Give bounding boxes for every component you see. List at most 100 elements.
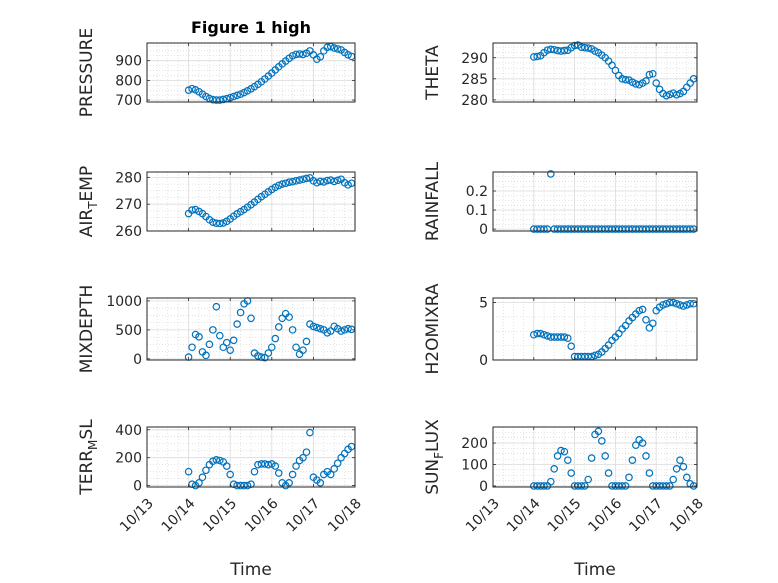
- data-point: [288, 470, 297, 479]
- data-point: [621, 482, 630, 490]
- data-point: [638, 439, 647, 447]
- data-point: [580, 482, 589, 490]
- data-point: [222, 462, 231, 470]
- data-point: [233, 320, 241, 328]
- data-point: [611, 66, 620, 75]
- data-point: [550, 45, 559, 54]
- y-tick-label: 0: [133, 352, 142, 368]
- y-tick-label: 270: [115, 197, 142, 213]
- y-tick-label: 400: [115, 423, 142, 439]
- data-point: [202, 351, 210, 360]
- data-point: [226, 346, 235, 354]
- data-point: [299, 50, 307, 59]
- data-point: [584, 44, 593, 52]
- data-point: [635, 306, 644, 315]
- y-axis-label: PRESSURE: [77, 28, 97, 117]
- data-point: [271, 334, 280, 343]
- axes-box: [146, 42, 356, 103]
- data-point: [306, 428, 314, 437]
- data-point: [686, 299, 695, 308]
- data-point: [195, 479, 203, 487]
- y-tick-label: 280: [461, 93, 488, 109]
- data-point: [212, 455, 221, 464]
- y-tick-label: 800: [115, 73, 142, 89]
- data-point: [243, 481, 252, 490]
- data-point: [285, 479, 293, 487]
- axes-box: [492, 297, 698, 361]
- data-point: [669, 475, 678, 484]
- data-point: [302, 174, 311, 183]
- data-point: [330, 177, 339, 186]
- y-tick-label: 900: [115, 54, 142, 70]
- data-point: [686, 225, 695, 233]
- data-point: [546, 477, 555, 486]
- data-point: [563, 334, 572, 342]
- data-point: [597, 437, 606, 445]
- data-point: [645, 70, 654, 79]
- y-tick-label: 0: [479, 222, 488, 238]
- data-point: [652, 79, 661, 87]
- data-point: [267, 343, 276, 352]
- data-point: [676, 456, 684, 465]
- data-point: [533, 52, 542, 61]
- x-tick-label: 10/17: [626, 496, 666, 536]
- data-point: [309, 322, 318, 331]
- data-point: [302, 448, 311, 456]
- data-point: [550, 464, 559, 473]
- data-point: [326, 470, 335, 479]
- data-point: [546, 45, 555, 54]
- data-point: [567, 469, 576, 477]
- data-point: [540, 225, 548, 233]
- data-point: [254, 460, 262, 469]
- x-tick-label: 10/14: [159, 496, 199, 536]
- data-point: [333, 45, 342, 53]
- data-point: [682, 473, 691, 482]
- data-point: [209, 218, 217, 226]
- data-point: [563, 456, 572, 465]
- data-point: [240, 481, 248, 490]
- data-point: [546, 170, 555, 178]
- y-axis-label: MIXDEPTH: [77, 285, 97, 374]
- data-point: [299, 453, 307, 462]
- data-point: [292, 343, 300, 352]
- data-point: [250, 467, 259, 476]
- data-point: [212, 302, 221, 311]
- data-point: [226, 470, 235, 479]
- data-point: [560, 46, 569, 55]
- data-point: [672, 91, 681, 99]
- x-tick-label: 10/17: [283, 496, 323, 536]
- data-point: [299, 346, 307, 354]
- data-point: [288, 51, 297, 60]
- data-point: [618, 75, 627, 83]
- data-point: [665, 482, 674, 490]
- data-point: [594, 427, 603, 436]
- data-point: [299, 175, 307, 184]
- data-point: [233, 91, 241, 100]
- data-point: [608, 61, 616, 70]
- data-point: [648, 69, 657, 78]
- x-tick-label: 10/16: [242, 496, 282, 536]
- data-point: [316, 177, 325, 186]
- data-markers: [529, 41, 698, 100]
- data-markers: [529, 427, 698, 490]
- data-point: [587, 454, 596, 462]
- data-point: [625, 473, 633, 482]
- y-tick-label: 0.2: [466, 184, 488, 200]
- data-point: [188, 84, 196, 93]
- data-point: [344, 324, 352, 333]
- data-point: [604, 469, 613, 477]
- y-axis-label: THETA: [423, 45, 443, 101]
- data-point: [209, 326, 217, 334]
- data-point: [184, 467, 193, 476]
- data-point: [271, 462, 280, 470]
- y-tick-label: 0.1: [466, 203, 488, 219]
- data-point: [219, 219, 228, 227]
- data-point: [319, 178, 328, 186]
- data-point: [540, 330, 548, 339]
- data-point: [323, 176, 332, 185]
- data-point: [553, 452, 562, 460]
- data-point: [577, 482, 586, 490]
- data-point: [302, 337, 311, 346]
- data-point: [618, 482, 627, 490]
